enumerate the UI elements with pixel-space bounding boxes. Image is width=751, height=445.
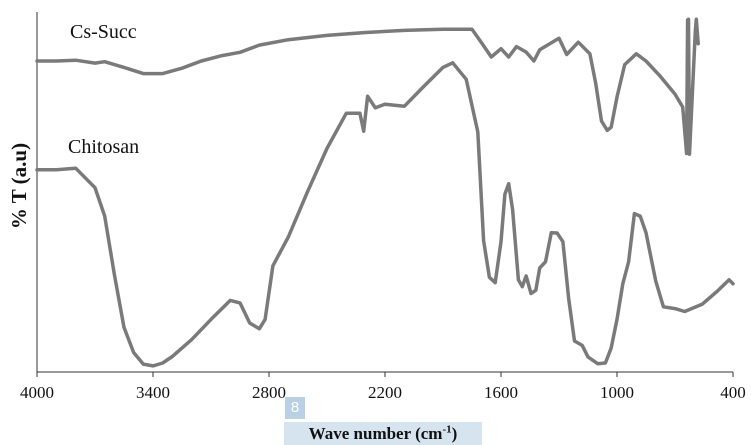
x-axis-label-tail: ) <box>451 424 458 443</box>
x-ticks: 4000 3400 2800 2200 1600 1000 400 <box>20 372 746 402</box>
series-line-cs-succ <box>35 17 700 156</box>
x-axis-label: Wave number (cm-1) <box>284 422 482 445</box>
x-tick-label-4000: 4000 <box>20 383 54 402</box>
axes <box>36 12 733 373</box>
x-tick-label-1000: 1000 <box>600 383 634 402</box>
series-layer <box>35 17 735 368</box>
series-label-cs-succ: Cs-Succ <box>70 21 137 43</box>
x-tick-label-1600: 1600 <box>484 383 518 402</box>
x-axis-label-superscript: -1 <box>442 423 452 436</box>
x-axis-label-main: Wave number (cm <box>308 424 443 443</box>
series-line-chitosan <box>35 61 735 368</box>
x-tick-label-3400: 3400 <box>136 383 170 402</box>
y-axis-label: % T (a.u) <box>7 143 31 229</box>
x-axis-label-highlight <box>284 422 482 445</box>
x-tick-label-400: 400 <box>720 383 746 402</box>
series-label-chitosan: Chitosan <box>68 136 139 158</box>
page-badge: 8 <box>285 397 305 419</box>
x-tick-label-2800: 2800 <box>252 383 286 402</box>
x-tick-label-2200: 2200 <box>368 383 402 402</box>
